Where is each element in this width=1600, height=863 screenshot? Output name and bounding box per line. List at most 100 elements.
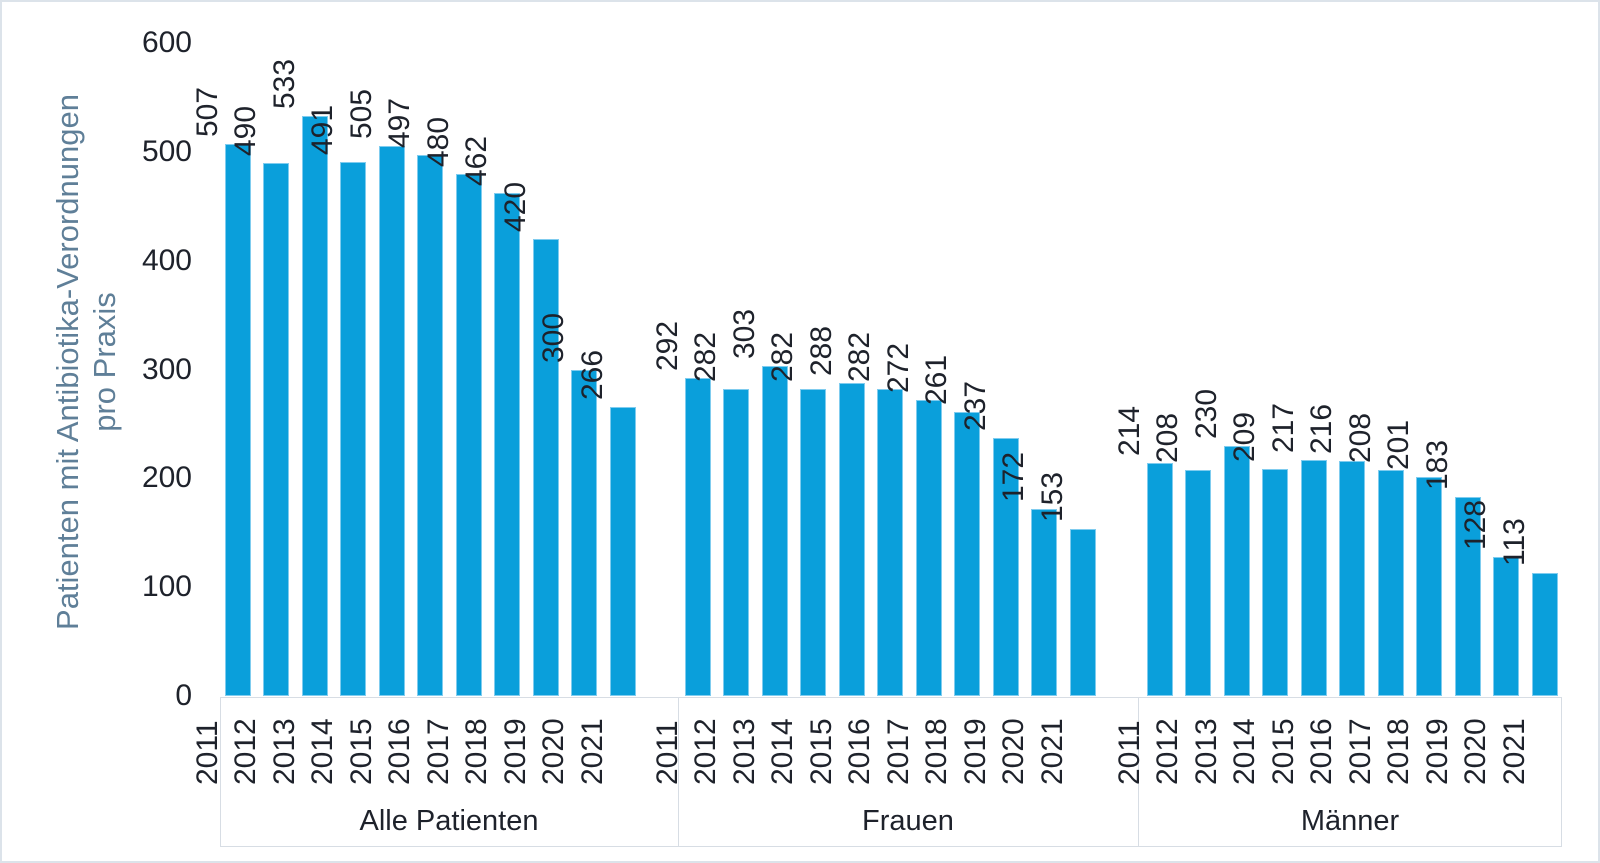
bar-value-label: 209 [1228,411,1261,462]
x-tick-year-label: 2021 [1035,718,1069,785]
bar-value-label: 300 [537,312,570,363]
group-label: Männer [1300,805,1400,837]
bar [838,382,865,696]
bar-value-label: 172 [997,451,1030,502]
bar-value-label: 266 [575,349,609,400]
x-tick-year-label: 2016 [843,718,876,785]
y-tick-label: 500 [141,134,192,168]
bar-value-label: 128 [1459,499,1492,550]
bar-value-label: 533 [267,58,301,109]
y-tick-label: 400 [141,243,192,277]
group-label: Frauen [862,805,954,837]
bar [1262,468,1288,696]
bar-value-label: 201 [1382,420,1415,471]
bar [1454,496,1481,696]
bar-value-label: 216 [1305,403,1338,454]
x-tick-year-label: 2020 [1459,718,1492,785]
x-tick-year-label: 2016 [1305,718,1338,785]
bar [1377,469,1404,696]
x-tick-year-label: 2019 [958,718,992,785]
x-tick-year-label: 2021 [575,718,609,785]
y-tick-label: 100 [141,570,192,604]
x-tick-year-label: 2014 [306,718,339,785]
bar [378,146,405,696]
bar [954,411,980,696]
x-tick-year-label: 2015 [1266,718,1300,785]
y-tick-label: 0 [175,679,192,712]
bar-value-label: 113 [1497,518,1531,567]
bar [301,115,328,696]
x-tick-year-label: 2021 [1497,718,1531,785]
y-tick-label: 600 [141,26,192,59]
x-tick-year-label: 2017 [881,718,915,785]
bar [340,161,366,696]
x-tick-year-label: 2020 [997,718,1030,785]
x-tick-year-label: 2012 [229,718,262,785]
bar [800,389,826,696]
x-tick-year-label: 2018 [920,718,953,785]
bar-value-label: 480 [421,116,455,167]
bar-value-label: 208 [1151,412,1184,463]
bar-value-label: 214 [1112,406,1146,457]
bar [1531,573,1558,696]
x-tick-year-label: 2019 [498,718,532,785]
bar-value-label: 303 [727,309,761,360]
bar-value-label: 462 [460,136,493,187]
bar-value-label: 490 [229,105,262,156]
bar-value-label: 153 [1035,472,1069,523]
x-tick-year-label: 2019 [1420,718,1454,785]
bar [992,438,1019,696]
x-tick-year-label: 2015 [804,718,838,785]
bar [609,406,636,696]
bar-value-label: 208 [1343,412,1377,463]
bar [417,155,443,696]
x-tick-year-label: 2018 [1382,718,1415,785]
bar [224,144,251,696]
bar-value-label: 497 [383,98,416,149]
x-tick-year-label: 2015 [344,718,378,785]
bar-value-label: 282 [843,332,876,383]
group-separator [1138,697,1139,847]
bar [684,378,711,696]
bar [915,399,942,696]
bar [1223,445,1250,696]
bar-value-label: 183 [1420,439,1454,490]
x-tick-year-label: 2014 [766,718,799,785]
x-tick-year-label: 2012 [689,718,722,785]
x-tick-year-label: 2012 [1151,718,1184,785]
bar [263,162,289,696]
bar [761,366,788,696]
bar-value-label: 282 [689,332,722,383]
bar [1031,508,1057,696]
bar-value-label: 230 [1189,388,1223,439]
bar [571,369,597,696]
bar [1185,469,1211,696]
bar [877,389,903,696]
bar-value-label: 237 [958,381,992,432]
bar-value-label: 420 [498,181,532,232]
bar [532,238,559,696]
bar-value-label: 261 [920,354,953,405]
bar-value-label: 507 [190,87,224,138]
x-tick-year-label: 2013 [727,718,761,785]
group-label: Alle Patienten [359,805,539,837]
bar [1339,460,1365,696]
bar [1493,556,1519,696]
group-separator [678,697,679,847]
bar [723,389,749,696]
x-tick-year-label: 2017 [1343,718,1377,785]
bar [1146,463,1173,696]
x-tick-year-label: 2013 [1189,718,1223,785]
bar [1300,459,1327,696]
bar-value-label: 217 [1266,402,1300,453]
bar-value-label: 491 [306,104,339,155]
bar-value-label: 282 [766,332,799,383]
bar [1069,529,1096,696]
x-tick-year-label: 2014 [1228,718,1261,785]
x-tick-year-label: 2011 [650,720,684,785]
y-tick-label: 200 [141,461,192,495]
bar-value-label: 272 [881,342,915,393]
bar-value-label: 292 [650,321,684,372]
bar [455,173,482,696]
